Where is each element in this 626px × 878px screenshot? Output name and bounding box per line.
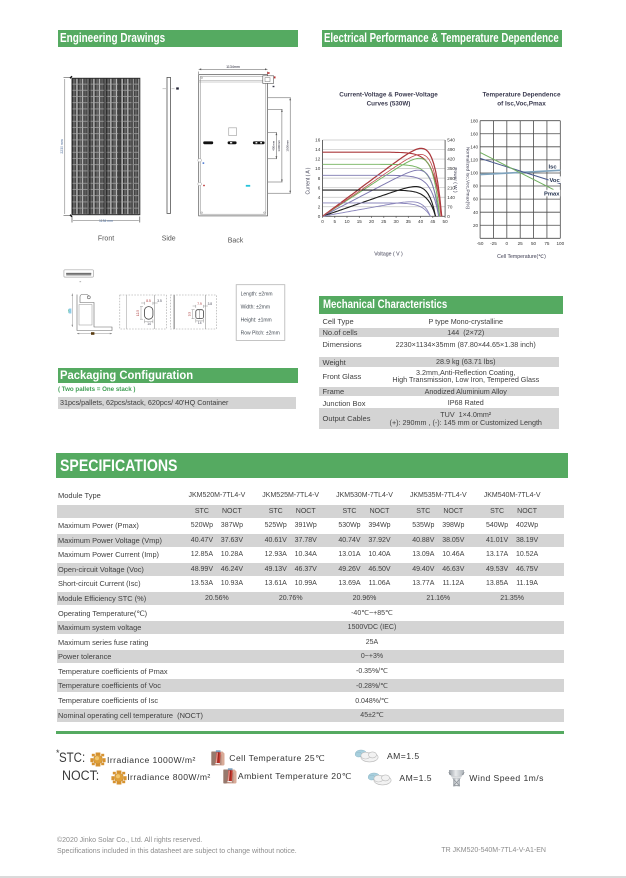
svg-text:Height: ±1mm: Height: ±1mm	[241, 317, 272, 323]
svg-text:Isc: Isc	[549, 164, 558, 170]
svg-text:400mm: 400mm	[272, 140, 276, 151]
svg-text:70: 70	[447, 204, 453, 209]
svg-text:180: 180	[470, 118, 478, 123]
svg-text:12.5: 12.5	[136, 310, 140, 316]
svg-text:15: 15	[357, 219, 363, 224]
svg-text:3.5: 3.5	[157, 299, 162, 303]
svg-text:45: 45	[430, 219, 436, 224]
svg-text:80: 80	[473, 184, 479, 189]
svg-text:Normalized Isc,Voc,Pmax(%): Normalized Isc,Voc,Pmax(%)	[464, 147, 470, 210]
svg-text:6: 6	[318, 185, 321, 190]
svg-text:-25: -25	[490, 241, 497, 246]
svg-text:7.9: 7.9	[197, 302, 202, 306]
svg-text:60: 60	[473, 197, 479, 202]
svg-text:280: 280	[447, 176, 455, 181]
svg-text:50: 50	[443, 219, 449, 224]
svg-text:14: 14	[198, 321, 202, 325]
svg-text:2230 mm: 2230 mm	[60, 139, 64, 153]
svg-text:8: 8	[318, 176, 321, 181]
svg-text:40: 40	[473, 210, 479, 215]
svg-text:350: 350	[447, 166, 455, 171]
svg-text:Temperature Dependence: Temperature Dependence	[482, 92, 560, 99]
svg-text:of Isc,Voc,Pmax: of Isc,Voc,Pmax	[497, 101, 546, 108]
svg-text:16: 16	[315, 138, 321, 143]
svg-text:3.8: 3.8	[208, 302, 213, 306]
svg-text:210: 210	[447, 185, 455, 190]
svg-text:20: 20	[473, 223, 479, 228]
svg-text:Row Pitch: ±2mm: Row Pitch: ±2mm	[241, 330, 280, 336]
svg-text:Width: ±2mm: Width: ±2mm	[241, 304, 270, 310]
svg-text:0: 0	[321, 219, 324, 224]
svg-text:140: 140	[470, 144, 478, 149]
svg-text:2: 2	[318, 204, 321, 209]
svg-text:10: 10	[315, 166, 321, 171]
svg-text:Voc: Voc	[550, 178, 561, 184]
svg-text:Cell Temperature(℃): Cell Temperature(℃)	[497, 254, 546, 260]
svg-text:490: 490	[447, 147, 455, 152]
svg-text:14: 14	[315, 147, 321, 152]
svg-text:1134mm: 1134mm	[226, 65, 240, 69]
svg-text:Pmax: Pmax	[544, 191, 560, 197]
svg-text:1134 mm: 1134 mm	[99, 219, 113, 223]
svg-text:Side: Side	[162, 236, 176, 243]
svg-text:40: 40	[418, 219, 424, 224]
svg-text:75: 75	[544, 241, 550, 246]
svg-text:0: 0	[318, 214, 321, 219]
svg-text:Length: ±2mm: Length: ±2mm	[241, 291, 273, 297]
svg-text:5: 5	[334, 219, 337, 224]
svg-text:8.5: 8.5	[146, 299, 151, 303]
svg-text:30: 30	[394, 219, 400, 224]
svg-text:Current ( A ): Current ( A )	[306, 167, 312, 194]
svg-text:0: 0	[447, 214, 450, 219]
svg-text:Current-Voltage & Power-Voltag: Current-Voltage & Power-Voltage	[339, 92, 438, 99]
svg-text:25: 25	[381, 219, 387, 224]
svg-text:100: 100	[470, 171, 478, 176]
svg-text:Curves (530W): Curves (530W)	[367, 101, 411, 108]
svg-text:25: 25	[518, 241, 524, 246]
svg-text:120: 120	[470, 158, 478, 163]
svg-text:1500mm: 1500mm	[286, 139, 290, 151]
svg-text:50: 50	[531, 241, 537, 246]
svg-text:20: 20	[369, 219, 375, 224]
svg-text:4: 4	[318, 195, 321, 200]
svg-text:Back: Back	[228, 238, 244, 245]
svg-text:14: 14	[147, 322, 151, 326]
svg-text:160: 160	[470, 131, 478, 136]
svg-text:0: 0	[506, 241, 509, 246]
svg-text:100: 100	[556, 241, 564, 246]
svg-text:420: 420	[447, 157, 455, 162]
svg-text:1300mm: 1300mm	[277, 139, 281, 151]
svg-text:12: 12	[315, 157, 321, 162]
svg-text:Voltage ( V ): Voltage ( V )	[374, 252, 403, 258]
svg-text:140: 140	[447, 195, 455, 200]
svg-text:540: 540	[447, 138, 455, 143]
svg-text:9.9: 9.9	[188, 312, 192, 317]
svg-text:Power ( W ): Power ( W )	[452, 167, 458, 193]
svg-text:Front: Front	[98, 236, 114, 243]
svg-text:10: 10	[344, 219, 350, 224]
svg-text:35: 35	[406, 219, 412, 224]
svg-text:-50: -50	[477, 241, 484, 246]
